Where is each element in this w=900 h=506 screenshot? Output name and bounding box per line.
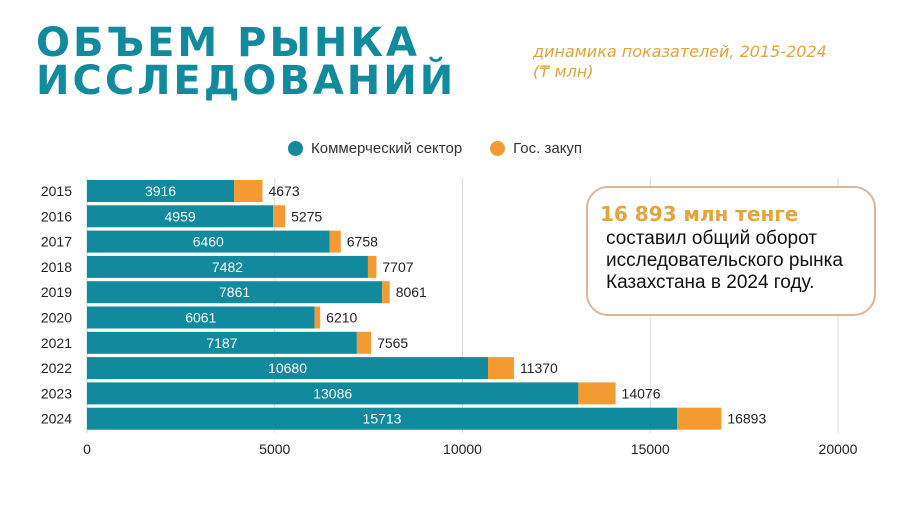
legend-swatch-commercial — [288, 141, 303, 156]
y-tick-label: 2023 — [41, 385, 72, 401]
y-tick-label: 2021 — [41, 335, 72, 351]
bar-gov — [314, 306, 321, 329]
y-tick-label: 2018 — [41, 259, 72, 275]
bar-commercial — [87, 407, 678, 430]
title-line-1: ОБЪЕМ РЫНКА — [36, 20, 421, 66]
legend-item-commercial: Коммерческий сектор — [288, 140, 462, 157]
bar-gov — [382, 281, 390, 304]
bar-commercial — [87, 281, 383, 304]
bar-total-label: 7565 — [377, 335, 408, 351]
y-tick-label: 2020 — [41, 310, 72, 326]
callout-highlight: 16 893 млн тенге — [600, 202, 799, 226]
bar-commercial — [87, 230, 330, 253]
bar-inner-label: 15713 — [363, 411, 402, 427]
x-tick-label: 15000 — [631, 441, 670, 457]
legend-label-commercial: Коммерческий сектор — [311, 140, 463, 157]
bar-total-label: 7707 — [382, 259, 413, 275]
bar-commercial — [87, 382, 579, 405]
bar-inner-label: 7482 — [212, 259, 243, 275]
callout-text: составил общий оборот исследовательского… — [606, 228, 843, 293]
bar-gov — [578, 382, 616, 405]
bar-commercial — [87, 357, 489, 380]
bar-gov — [367, 255, 377, 278]
bar-inner-label: 13086 — [313, 385, 352, 401]
bar-inner-label: 7861 — [219, 284, 250, 300]
x-tick-label: 5000 — [259, 441, 290, 457]
bar-total-label: 16893 — [727, 411, 766, 427]
y-tick-label: 2016 — [41, 208, 72, 224]
bar-total-label: 4673 — [268, 183, 299, 199]
bar-commercial — [87, 255, 368, 278]
legend-label-gov: Гос. закуп — [513, 140, 583, 157]
bar-total-label: 14076 — [622, 385, 661, 401]
bar-inner-label: 10680 — [268, 360, 307, 376]
bar-gov — [234, 180, 263, 202]
bar-gov — [488, 357, 514, 380]
subtitle-line-2: (₸ млн) — [533, 62, 594, 81]
bar-gov — [677, 407, 722, 430]
legend-item-gov: Гос. закуп — [490, 140, 582, 157]
bar-total-label: 5275 — [291, 208, 322, 224]
page-title: ОБЪЕМ РЫНКА ИССЛЕДОВАНИЙ — [36, 20, 457, 104]
legend-swatch-gov — [490, 141, 506, 156]
callout-box: 16 893 млн тенге составил общий оборот и… — [586, 186, 876, 316]
bar-commercial — [87, 205, 274, 228]
bar-gov — [329, 230, 341, 253]
bar-inner-label: 6460 — [193, 234, 224, 250]
y-tick-label: 2022 — [41, 360, 72, 376]
y-tick-label: 2019 — [41, 284, 72, 300]
bar-commercial — [87, 180, 235, 202]
bar-commercial — [87, 331, 357, 354]
y-tick-label: 2024 — [41, 411, 72, 427]
bar-total-label: 6210 — [326, 310, 357, 326]
bar-commercial — [87, 306, 315, 329]
y-tick-label: 2017 — [41, 234, 72, 250]
title-line-2: ИССЛЕДОВАНИЙ — [36, 58, 457, 104]
bar-inner-label: 4959 — [165, 208, 196, 224]
x-tick-label: 0 — [83, 441, 91, 457]
bar-inner-label: 6061 — [185, 310, 216, 326]
bar-total-label: 11370 — [520, 360, 558, 376]
chart-legend: Коммерческий сектор Гос. закуп — [288, 140, 610, 157]
bar-inner-label: 7187 — [206, 335, 237, 351]
bar-inner-label: 3916 — [145, 183, 176, 199]
subtitle-line-1: динамика показателей, 2015-2024 — [533, 42, 827, 61]
x-tick-label: 10000 — [443, 441, 482, 457]
bar-gov — [273, 205, 286, 228]
bar-gov — [356, 331, 372, 354]
bar-total-label: 6758 — [347, 234, 378, 250]
x-tick-label: 20000 — [819, 441, 858, 457]
bar-total-label: 8061 — [396, 284, 427, 300]
page-subtitle: динамика показателей, 2015-2024 (₸ млн) — [533, 42, 827, 82]
y-tick-label: 2015 — [41, 183, 72, 199]
